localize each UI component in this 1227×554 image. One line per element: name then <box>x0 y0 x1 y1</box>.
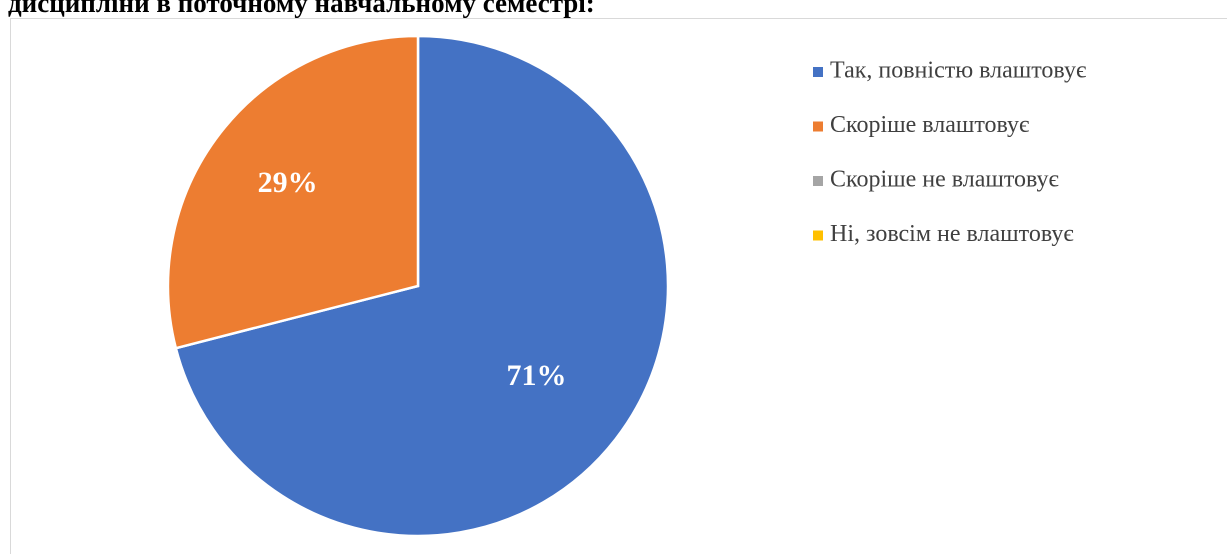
legend-swatch <box>813 176 823 186</box>
legend-swatch <box>813 67 823 77</box>
legend-swatch <box>813 230 823 241</box>
chart-title: дисципліни в поточному навчальному семес… <box>8 0 595 18</box>
pie-slice <box>166 34 420 350</box>
data-label: 29% <box>258 166 318 199</box>
legend-label: Скоріше влаштовує <box>830 112 1029 138</box>
legend-label: Так, повністю влаштовує <box>830 58 1086 84</box>
legend-label: Ні, зовсім не влаштовує <box>830 221 1074 247</box>
legend-swatch <box>813 121 823 132</box>
data-label: 71% <box>507 359 567 392</box>
pie-slice <box>174 34 670 538</box>
legend-label: Скоріше не влаштовує <box>830 167 1059 193</box>
